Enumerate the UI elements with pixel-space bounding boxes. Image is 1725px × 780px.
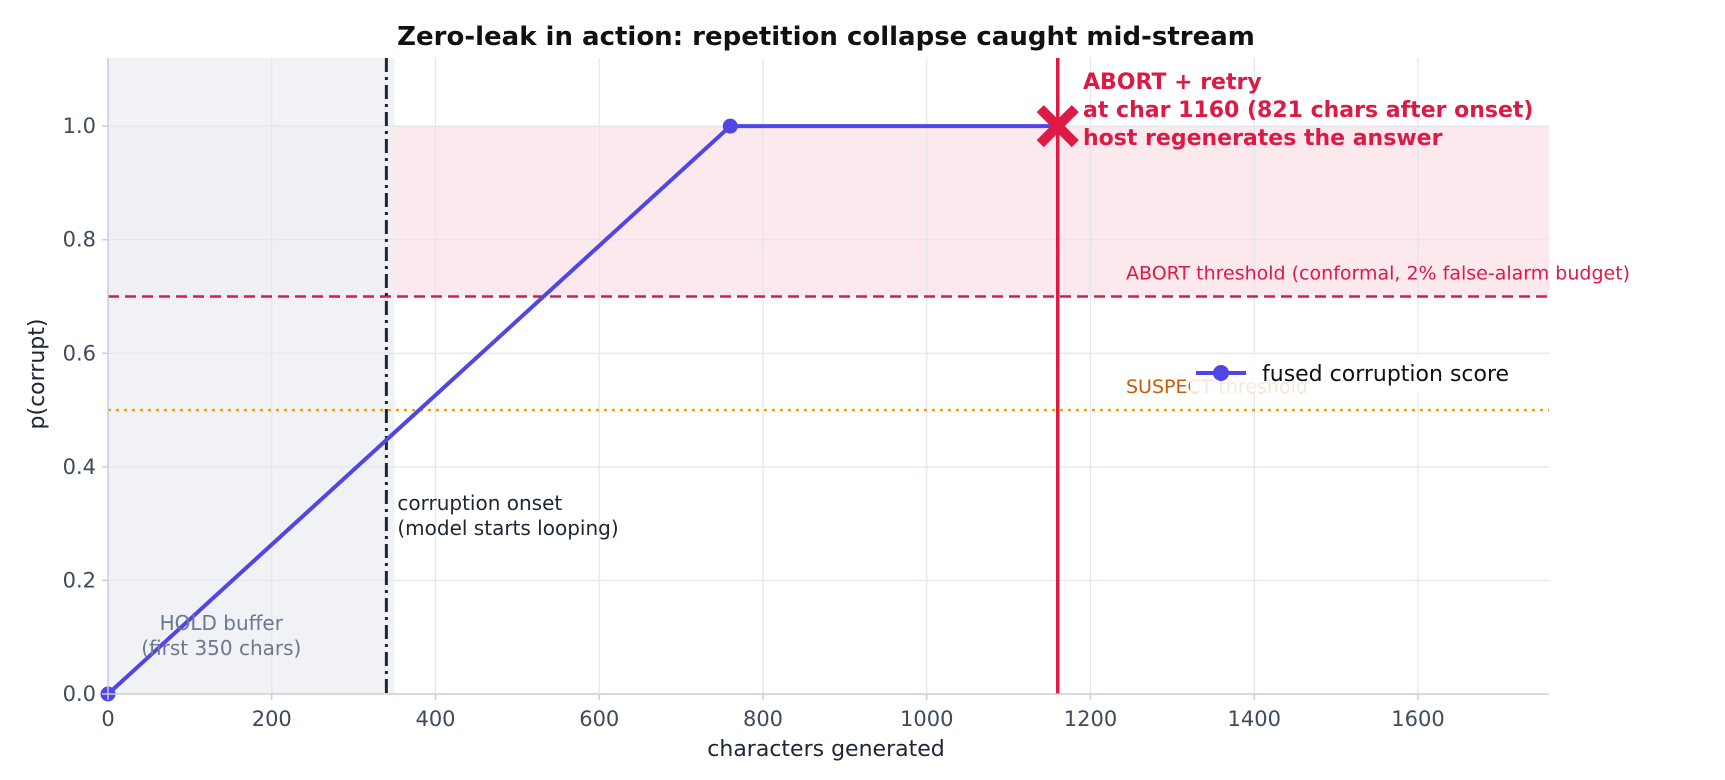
x-tick-label: 800	[743, 707, 783, 731]
abort-annotation-line: ABORT + retry	[1083, 70, 1262, 95]
abort-threshold-label: ABORT threshold (conformal, 2% false-ala…	[1126, 263, 1630, 285]
axis-layer: 0 200 400 600 800 1000 1200 1400 1600 0.0 0.2 0.4 0.…	[63, 58, 1549, 731]
x-tick-label: 1600	[1391, 707, 1444, 731]
x-tick-label: 1200	[1064, 707, 1117, 731]
background-layer	[108, 58, 1549, 694]
legend-marker-swatch	[1213, 365, 1229, 381]
y-axis-label: p(corrupt)	[25, 319, 50, 430]
y-tick-label: 0.2	[63, 568, 96, 592]
legend-box	[1190, 355, 1538, 393]
hold-buffer-annotation-line: (first 350 chars)	[141, 636, 301, 660]
series-point	[722, 118, 738, 134]
x-tick-label: 1000	[900, 707, 953, 731]
x-tick-label: 400	[415, 707, 455, 731]
x-tick-label: 1400	[1228, 707, 1281, 731]
abort-x-marker	[1036, 105, 1079, 148]
y-tick-label: 0.4	[63, 455, 96, 479]
onset-annotation-line: corruption onset	[397, 491, 562, 515]
x-tick-label: 600	[579, 707, 619, 731]
y-tick-label: 1.0	[63, 114, 96, 138]
legend-label: fused corruption score	[1262, 362, 1509, 387]
abort-annotation-line: host regenerates the answer	[1083, 126, 1443, 151]
hold-buffer-annotation-line: HOLD buffer	[160, 611, 284, 635]
hold-buffer-span	[108, 58, 395, 694]
x-tick-label: 0	[101, 707, 114, 731]
x-axis-label: characters generated	[707, 737, 944, 762]
abort-annotation-line: at char 1160 (821 chars after onset)	[1083, 98, 1533, 123]
y-tick-label: 0.0	[63, 682, 96, 706]
legend: fused corruption score	[1190, 355, 1538, 393]
y-tick-label: 0.6	[63, 341, 96, 365]
y-tick-label: 0.8	[63, 228, 96, 252]
annotation-layer: ABORT + retry at char 1160 (821 chars aft…	[141, 70, 1533, 660]
x-tick-label: 200	[252, 707, 292, 731]
chart-title: Zero-leak in action: repetition collapse…	[397, 22, 1255, 52]
onset-annotation-line: (model starts looping)	[397, 516, 618, 540]
